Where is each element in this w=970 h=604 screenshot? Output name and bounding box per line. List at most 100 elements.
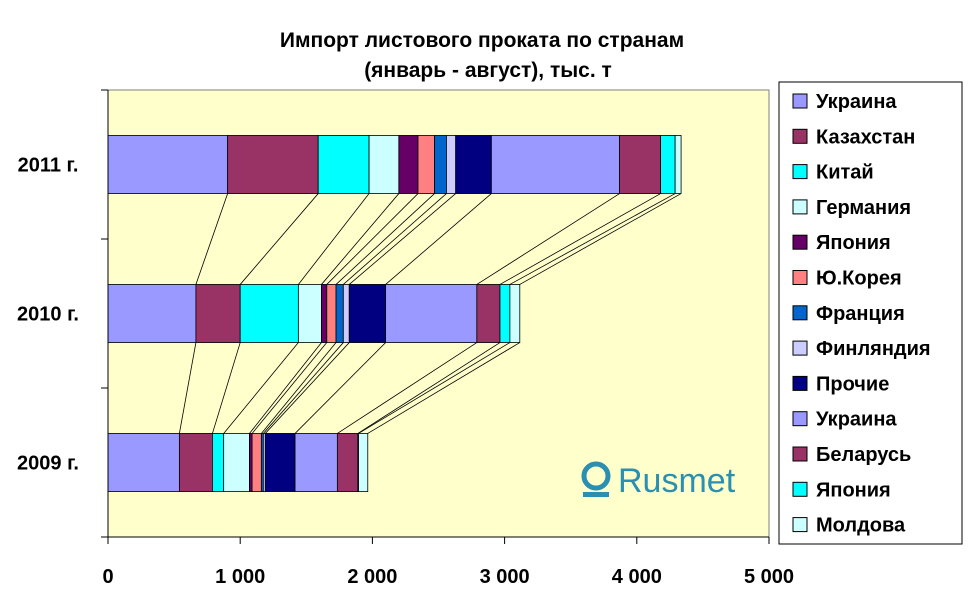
legend-swatch <box>792 128 808 144</box>
series-line-11-between-2 <box>357 342 501 434</box>
x-tick-label: 5 000 <box>744 566 794 588</box>
bar-segment-2-cat-3 <box>178 433 213 492</box>
bar-segment-3-cat-1 <box>317 135 370 194</box>
chart-title-line-2: (январь - август), тыс. т <box>364 59 612 82</box>
bar-segment-6-cat-3 <box>251 433 262 492</box>
series-line-6-between-2 <box>261 342 337 434</box>
bar-segment-5-cat-1 <box>398 135 419 194</box>
legend-swatch <box>792 517 808 533</box>
x-tick-label: 1 000 <box>215 566 265 588</box>
series-line-1-between-2 <box>178 342 197 434</box>
legend-label: Прочие <box>816 373 889 395</box>
bar-segment-1-cat-3 <box>107 433 180 492</box>
bar-segment-13-cat-1 <box>674 135 682 194</box>
x-tick-label: 0 <box>102 566 113 588</box>
bar-segment-7-cat-1 <box>434 135 447 194</box>
bar-segment-10-cat-3 <box>294 433 338 492</box>
x-tick-label: 3 000 <box>480 566 530 588</box>
bar-segment-12-cat-1 <box>660 135 676 194</box>
bar-segment-4-cat-3 <box>223 433 250 492</box>
bar-segment-8-cat-2 <box>342 284 350 343</box>
series-line-5-between-2 <box>251 342 328 434</box>
legend-label: Украина <box>816 91 897 113</box>
legend-swatch <box>792 340 808 356</box>
chart-title-line-1: Импорт листового проката по странам <box>280 29 684 52</box>
series-line-5-between-1 <box>326 193 419 285</box>
series-line-9-between-2 <box>294 342 386 434</box>
bar-segment-9-cat-2 <box>348 284 387 343</box>
category-label: 2009 г. <box>17 453 79 475</box>
legend-label: Китай <box>816 162 874 184</box>
legend-label: Беларусь <box>816 444 911 466</box>
bar-segment-2-cat-1 <box>227 135 319 194</box>
series-line-3-between-1 <box>298 193 370 285</box>
legend-box <box>778 81 963 545</box>
legend-swatch <box>792 446 808 462</box>
bar-segment-11-cat-2 <box>476 284 501 343</box>
legend-label: Молдова <box>816 515 906 537</box>
series-line-2-between-1 <box>239 193 319 285</box>
x-tick-label: 2 000 <box>347 566 397 588</box>
bar-segment-4-cat-2 <box>297 284 322 343</box>
series-line-12-between-1 <box>509 193 676 285</box>
legend-swatch <box>792 411 808 427</box>
series-line-12-between-2 <box>358 342 511 434</box>
rusmet-logo-base <box>583 492 609 497</box>
series-line-1-between-1 <box>195 193 229 285</box>
category-label: 2010 г. <box>17 304 79 326</box>
legend-swatch <box>792 234 808 250</box>
series-line-11-between-1 <box>499 193 661 285</box>
series-line-7-between-1 <box>343 193 447 285</box>
legend-swatch <box>792 199 808 215</box>
bar-segment-10-cat-1 <box>490 135 621 194</box>
bar-segment-9-cat-1 <box>455 135 492 194</box>
bar-segment-3-cat-3 <box>212 433 225 492</box>
bar-segment-13-cat-3 <box>358 433 369 492</box>
legend-label: Финляндия <box>816 338 931 360</box>
bar-segment-6-cat-1 <box>417 135 435 194</box>
legend-swatch <box>792 164 808 180</box>
x-tick-label: 4 000 <box>612 566 662 588</box>
series-line-6-between-1 <box>335 193 435 285</box>
bar-segment-4-cat-1 <box>368 135 400 194</box>
series-line-10-between-1 <box>476 193 620 285</box>
series-line-10-between-2 <box>337 342 478 434</box>
bar-segment-1-cat-2 <box>107 284 197 343</box>
legend-swatch <box>792 93 808 109</box>
bar-segment-7-cat-2 <box>335 284 344 343</box>
legend-label: Япония <box>816 232 891 254</box>
legend-label: Украина <box>816 409 897 431</box>
bar-segment-13-cat-2 <box>509 284 521 343</box>
category-label: 2011 г. <box>18 155 79 177</box>
series-line-4-between-1 <box>321 193 400 285</box>
series-line-4-between-2 <box>249 342 322 434</box>
bar-segment-11-cat-3 <box>336 433 359 492</box>
series-lines <box>178 193 682 434</box>
bar-segment-6-cat-2 <box>326 284 337 343</box>
legend-swatch <box>792 305 808 321</box>
series-line-7-between-2 <box>263 342 344 434</box>
bar-segment-9-cat-3 <box>264 433 296 492</box>
rusmet-logo-icon <box>581 461 611 491</box>
bar-segment-8-cat-1 <box>446 135 457 194</box>
bar-segment-3-cat-2 <box>239 284 299 343</box>
bar-segment-1-cat-1 <box>107 135 229 194</box>
legend-swatch <box>792 270 808 285</box>
series-line-13-between-2 <box>367 342 521 434</box>
bars-group <box>107 135 682 492</box>
legend-swatch <box>792 375 808 391</box>
bar-segment-10-cat-2 <box>385 284 478 343</box>
legend-label: Ю.Корея <box>816 268 902 290</box>
series-line-8-between-1 <box>349 193 456 285</box>
legend: Украина Казахстан Китай Германия Япония Ю.Кор… <box>792 91 931 537</box>
bar-segment-11-cat-1 <box>619 135 661 194</box>
legend-label: Япония <box>816 479 891 501</box>
legend-label: Казахстан <box>816 126 915 148</box>
series-line-2-between-2 <box>212 342 241 434</box>
series-line-9-between-1 <box>385 193 492 285</box>
bar-segment-12-cat-2 <box>499 284 511 343</box>
legend-label: Франция <box>816 303 905 325</box>
series-line-8-between-2 <box>265 342 350 434</box>
series-line-13-between-1 <box>519 193 682 285</box>
